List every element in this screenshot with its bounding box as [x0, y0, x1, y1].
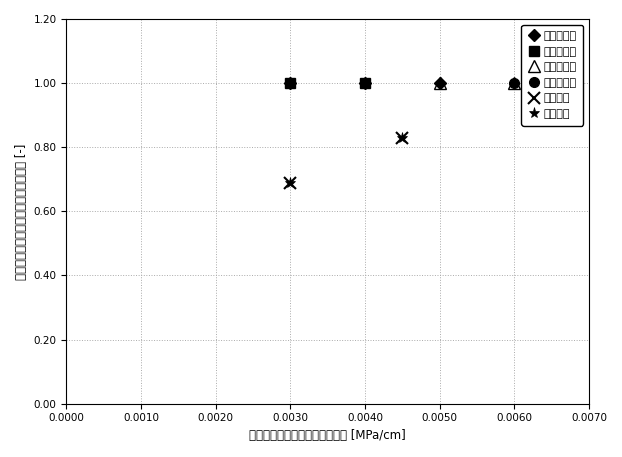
実施例１０ [287, 80, 294, 86]
Line: 実施例１２: 実施例１２ [434, 78, 520, 89]
比較例８ [287, 180, 294, 185]
比較例７ [399, 135, 406, 140]
Legend: 実施例１０, 実施例１１, 実施例１２, 実施例１３, 比較例７, 比較例８: 実施例１０, 実施例１１, 実施例１２, 実施例１３, 比較例７, 比較例８ [521, 25, 583, 126]
Line: 実施例１１: 実施例１１ [285, 78, 370, 88]
実施例１０ [361, 80, 369, 86]
Line: 実施例１０: 実施例１０ [286, 79, 444, 87]
実施例１０ [436, 80, 443, 86]
実施例１１ [287, 80, 294, 86]
Line: 比較例８: 比較例８ [285, 132, 408, 188]
比較例７ [287, 180, 294, 185]
Y-axis label: メインピークエリア／全ピークエリア [-]: メインピークエリア／全ピークエリア [-] [15, 143, 28, 280]
比較例８ [399, 135, 406, 140]
実施例１１ [361, 80, 369, 86]
X-axis label: 充填停止時カラム圧／ベッド高 [MPa/cm]: 充填停止時カラム圧／ベッド高 [MPa/cm] [249, 429, 406, 442]
Line: 比較例７: 比較例７ [285, 132, 408, 188]
実施例１２ [436, 80, 443, 86]
実施例１２ [511, 80, 518, 86]
